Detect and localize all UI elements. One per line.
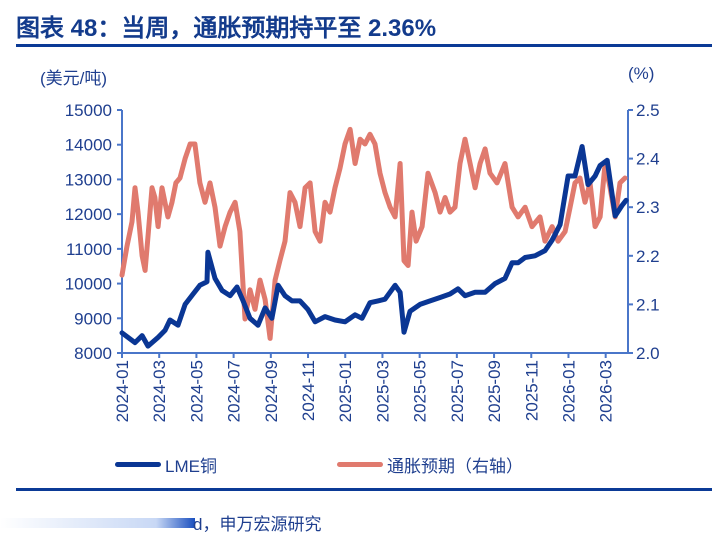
left-tick-label: 9000 <box>74 309 112 328</box>
right-tick-label: 2.5 <box>636 101 660 120</box>
x-tick-label: 2025-11 <box>522 360 541 421</box>
right-tick-label: 2.3 <box>636 198 660 217</box>
x-tick-label: 2025-01 <box>336 360 355 422</box>
x-tick-label: 2024-01 <box>113 360 132 422</box>
right-axis-unit: (%) <box>628 64 655 83</box>
legend-item-inflation: 通胀预期（右轴） <box>337 452 523 477</box>
source-text: d，申万宏源研究 <box>193 515 322 534</box>
legend-label-copper: LME铜 <box>165 457 217 476</box>
x-tick-label: 2024-11 <box>299 360 318 421</box>
right-tick-label: 2.4 <box>636 150 660 169</box>
x-tick-label: 2025-09 <box>485 360 504 422</box>
x-tick-label: 2024-09 <box>262 360 281 422</box>
source-note: d，申万宏源研究 <box>0 510 321 535</box>
left-tick-label: 15000 <box>65 101 112 120</box>
right-tick-label: 2.1 <box>636 295 660 314</box>
x-tick-label: 2025-05 <box>411 360 430 422</box>
legend-label-inflation: 通胀预期（右轴） <box>387 457 523 476</box>
legend-swatch-inflation <box>337 462 383 467</box>
x-tick-label: 2024-07 <box>225 360 244 422</box>
series-line-copper <box>119 144 629 349</box>
chart-title: 图表 48：当周，通胀预期持平至 2.36% <box>16 15 437 42</box>
x-tick-label: 2024-05 <box>187 360 206 422</box>
left-axis-unit: (美元/吨) <box>40 69 108 88</box>
left-tick-label: 12000 <box>65 205 112 224</box>
x-tick-label: 2025-07 <box>448 360 467 422</box>
x-tick-label: 2025-03 <box>373 360 392 422</box>
title-divider <box>16 44 712 47</box>
left-tick-label: 13000 <box>65 170 112 189</box>
left-tick-label: 11000 <box>66 240 112 259</box>
right-tick-label: 2.2 <box>636 247 660 266</box>
legend-swatch-copper <box>115 462 161 467</box>
x-tick-label: 2024-03 <box>150 360 169 422</box>
x-tick-label: 2026-01 <box>559 360 578 422</box>
legend-item-copper: LME铜 <box>115 452 217 477</box>
left-tick-label: 14000 <box>65 136 112 155</box>
left-tick-label: 8000 <box>74 344 112 363</box>
series-line-inflation <box>119 126 628 341</box>
left-tick-label: 10000 <box>65 275 112 294</box>
footer-divider <box>16 488 712 491</box>
source-fade <box>0 517 195 528</box>
x-tick-label: 2026-03 <box>597 360 616 422</box>
right-tick-label: 2.0 <box>636 344 660 363</box>
